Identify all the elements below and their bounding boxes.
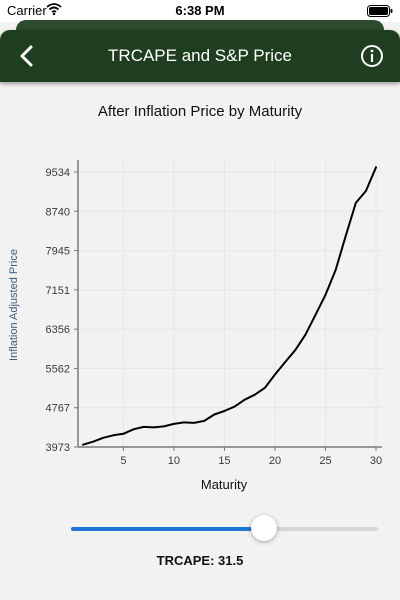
x-tick-label: 30 <box>370 455 382 467</box>
y-axis-label: Inflation Adjusted Price <box>8 249 20 361</box>
y-tick-label: 5562 <box>46 363 70 375</box>
navigation-bar: TRCAPE and S&P Price <box>0 30 400 82</box>
wifi-icon <box>46 3 62 18</box>
y-tick-label: 4767 <box>46 403 70 415</box>
x-tick-label: 20 <box>269 455 281 467</box>
line-chart: 3973 4767 5562 6356 7151 7945 8740 9534 5 10 15 20 2… <box>8 160 382 492</box>
info-icon[interactable] <box>360 44 384 73</box>
carrier-label: Carrier <box>7 3 47 18</box>
y-tick-label: 8740 <box>46 206 70 218</box>
y-tick-label: 7945 <box>46 246 70 258</box>
trcape-value-label: TRCAPE: 31.5 <box>156 553 244 568</box>
y-tick-label: 6356 <box>46 324 70 336</box>
clock: 6:38 PM <box>175 3 225 18</box>
x-tick-label: 15 <box>218 455 230 467</box>
series-line <box>82 166 377 446</box>
x-axis-label: Maturity <box>201 477 248 492</box>
stacked-sheet-edge <box>16 20 384 32</box>
slider-thumb[interactable] <box>251 515 278 541</box>
page-title: TRCAPE and S&P Price <box>108 46 292 65</box>
slider-fill <box>71 527 265 531</box>
status-bar: Carrier 6:38 PM <box>0 0 400 22</box>
x-tick-label: 5 <box>120 455 126 467</box>
chart-title: After Inflation Price by Maturity <box>97 103 303 120</box>
back-chevron-icon[interactable] <box>16 44 38 73</box>
x-tick-label: 10 <box>168 455 180 467</box>
y-tick-label: 9534 <box>46 167 70 179</box>
trcape-slider[interactable] <box>71 515 378 541</box>
y-tick-label: 3973 <box>46 442 70 454</box>
y-tick-label: 7151 <box>46 285 70 297</box>
battery-icon <box>367 5 393 20</box>
x-tick-label: 25 <box>319 455 331 467</box>
